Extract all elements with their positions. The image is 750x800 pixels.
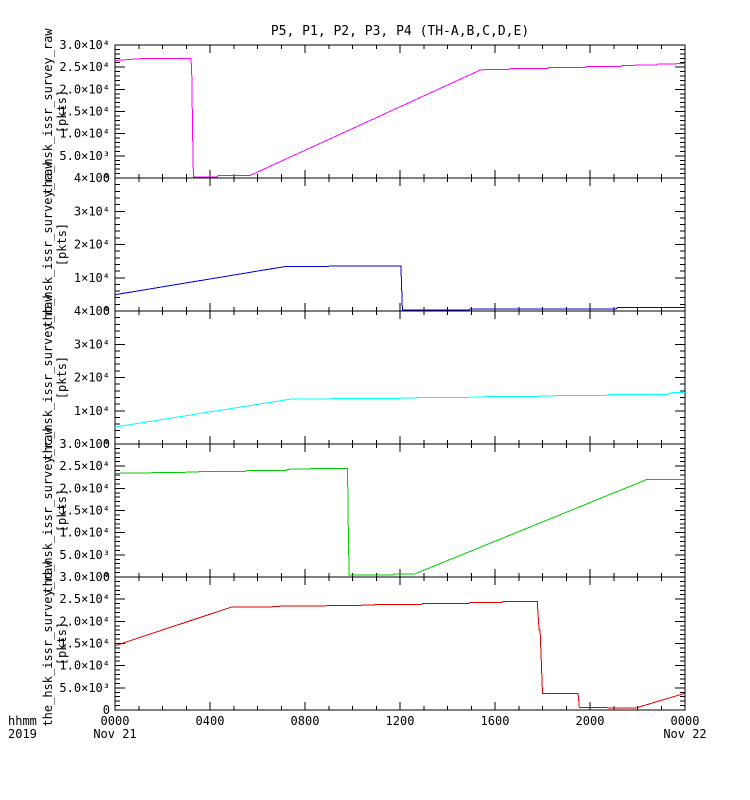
y-tick-label: 1.0×10⁴ bbox=[59, 526, 110, 540]
trace-thc bbox=[114, 392, 686, 428]
x-tick-label: 0000 bbox=[671, 714, 700, 728]
y-tick-label: 3.0×10⁴ bbox=[59, 437, 110, 451]
y-tick-label: 3.0×10⁴ bbox=[59, 570, 110, 584]
x-tick-label: 0800 bbox=[291, 714, 320, 728]
y-tick-label: 0 bbox=[103, 437, 110, 451]
y-tick-label: 5.0×10³ bbox=[59, 548, 110, 562]
trace-tha bbox=[114, 57, 686, 178]
y-tick-label: 0 bbox=[103, 570, 110, 584]
y-tick-label: 2.0×10⁴ bbox=[59, 481, 110, 495]
y-axis-units-thc: [pkts] bbox=[55, 356, 69, 399]
time-axis-unit-label: hhmm bbox=[8, 714, 37, 728]
x-tick-label: 2000 bbox=[576, 714, 605, 728]
y-tick-label: 1×10⁴ bbox=[74, 271, 110, 285]
y-tick-label: 1.5×10⁴ bbox=[59, 105, 110, 119]
x-tick-label: 0400 bbox=[196, 714, 225, 728]
x-date-label: Nov 22 bbox=[663, 727, 706, 741]
y-tick-label: 2.0×10⁴ bbox=[59, 614, 110, 628]
y-axis-label-tha: tha_hsk_issr_survey_raw bbox=[41, 28, 55, 195]
panel-frame-thd bbox=[114, 443, 686, 578]
panel-frame-thc bbox=[114, 310, 686, 445]
y-tick-label: 0 bbox=[103, 304, 110, 318]
y-tick-label: 1.5×10⁴ bbox=[59, 504, 110, 518]
x-date-label: Nov 21 bbox=[93, 727, 136, 741]
x-tick-label: 0000 bbox=[101, 714, 130, 728]
y-axis-label-thc: thc_hsk_issr_survey_raw bbox=[41, 294, 55, 461]
y-tick-label: 1.0×10⁴ bbox=[59, 659, 110, 673]
y-tick-label: 3×10⁴ bbox=[74, 204, 110, 218]
y-tick-label: 3.0×10⁴ bbox=[59, 38, 110, 52]
y-tick-label: 0 bbox=[103, 703, 110, 717]
y-axis-units-tha: [pkts] bbox=[55, 90, 69, 133]
y-axis-units-the: [pkts] bbox=[55, 622, 69, 665]
y-tick-label: 2×10⁴ bbox=[74, 238, 110, 252]
x-tick-label: 1200 bbox=[386, 714, 415, 728]
y-tick-label: 2.5×10⁴ bbox=[59, 592, 110, 606]
time-axis-year-label: 2019 bbox=[8, 727, 37, 741]
y-tick-label: 2.5×10⁴ bbox=[59, 60, 110, 74]
y-tick-label: 5.0×10³ bbox=[59, 149, 110, 163]
y-tick-label: 1×10⁴ bbox=[74, 404, 110, 418]
y-tick-label: 4×10⁴ bbox=[74, 171, 110, 185]
y-axis-label-the: the_hsk_issr_survey_raw bbox=[41, 560, 55, 727]
y-axis-units-thb: [pkts] bbox=[55, 223, 69, 266]
panel-frame-the bbox=[114, 576, 686, 711]
panel-frame-tha bbox=[114, 44, 686, 179]
y-axis-label-thd: thd_hsk_issr_survey_raw bbox=[41, 427, 55, 594]
y-tick-label: 0 bbox=[103, 171, 110, 185]
y-axis-units-thd: [pkts] bbox=[55, 489, 69, 532]
y-tick-label: 3×10⁴ bbox=[74, 337, 110, 351]
y-tick-label: 2.0×10⁴ bbox=[59, 82, 110, 96]
panel-frame-thb bbox=[114, 177, 686, 312]
y-tick-label: 5.0×10³ bbox=[59, 681, 110, 695]
x-tick-label: 1600 bbox=[481, 714, 510, 728]
y-tick-label: 4×10⁴ bbox=[74, 304, 110, 318]
y-tick-label: 1.5×10⁴ bbox=[59, 637, 110, 651]
y-tick-label: 1.0×10⁴ bbox=[59, 127, 110, 141]
y-tick-label: 2×10⁴ bbox=[74, 371, 110, 385]
y-axis-label-thb: thb_hsk_issr_survey_raw bbox=[41, 161, 55, 328]
trace-thb bbox=[114, 265, 685, 311]
trace-thd bbox=[114, 467, 685, 576]
y-tick-label: 2.5×10⁴ bbox=[59, 459, 110, 473]
plot-title: P5, P1, P2, P3, P4 (TH-A,B,C,D,E) bbox=[270, 24, 530, 39]
trace-the bbox=[114, 600, 686, 709]
